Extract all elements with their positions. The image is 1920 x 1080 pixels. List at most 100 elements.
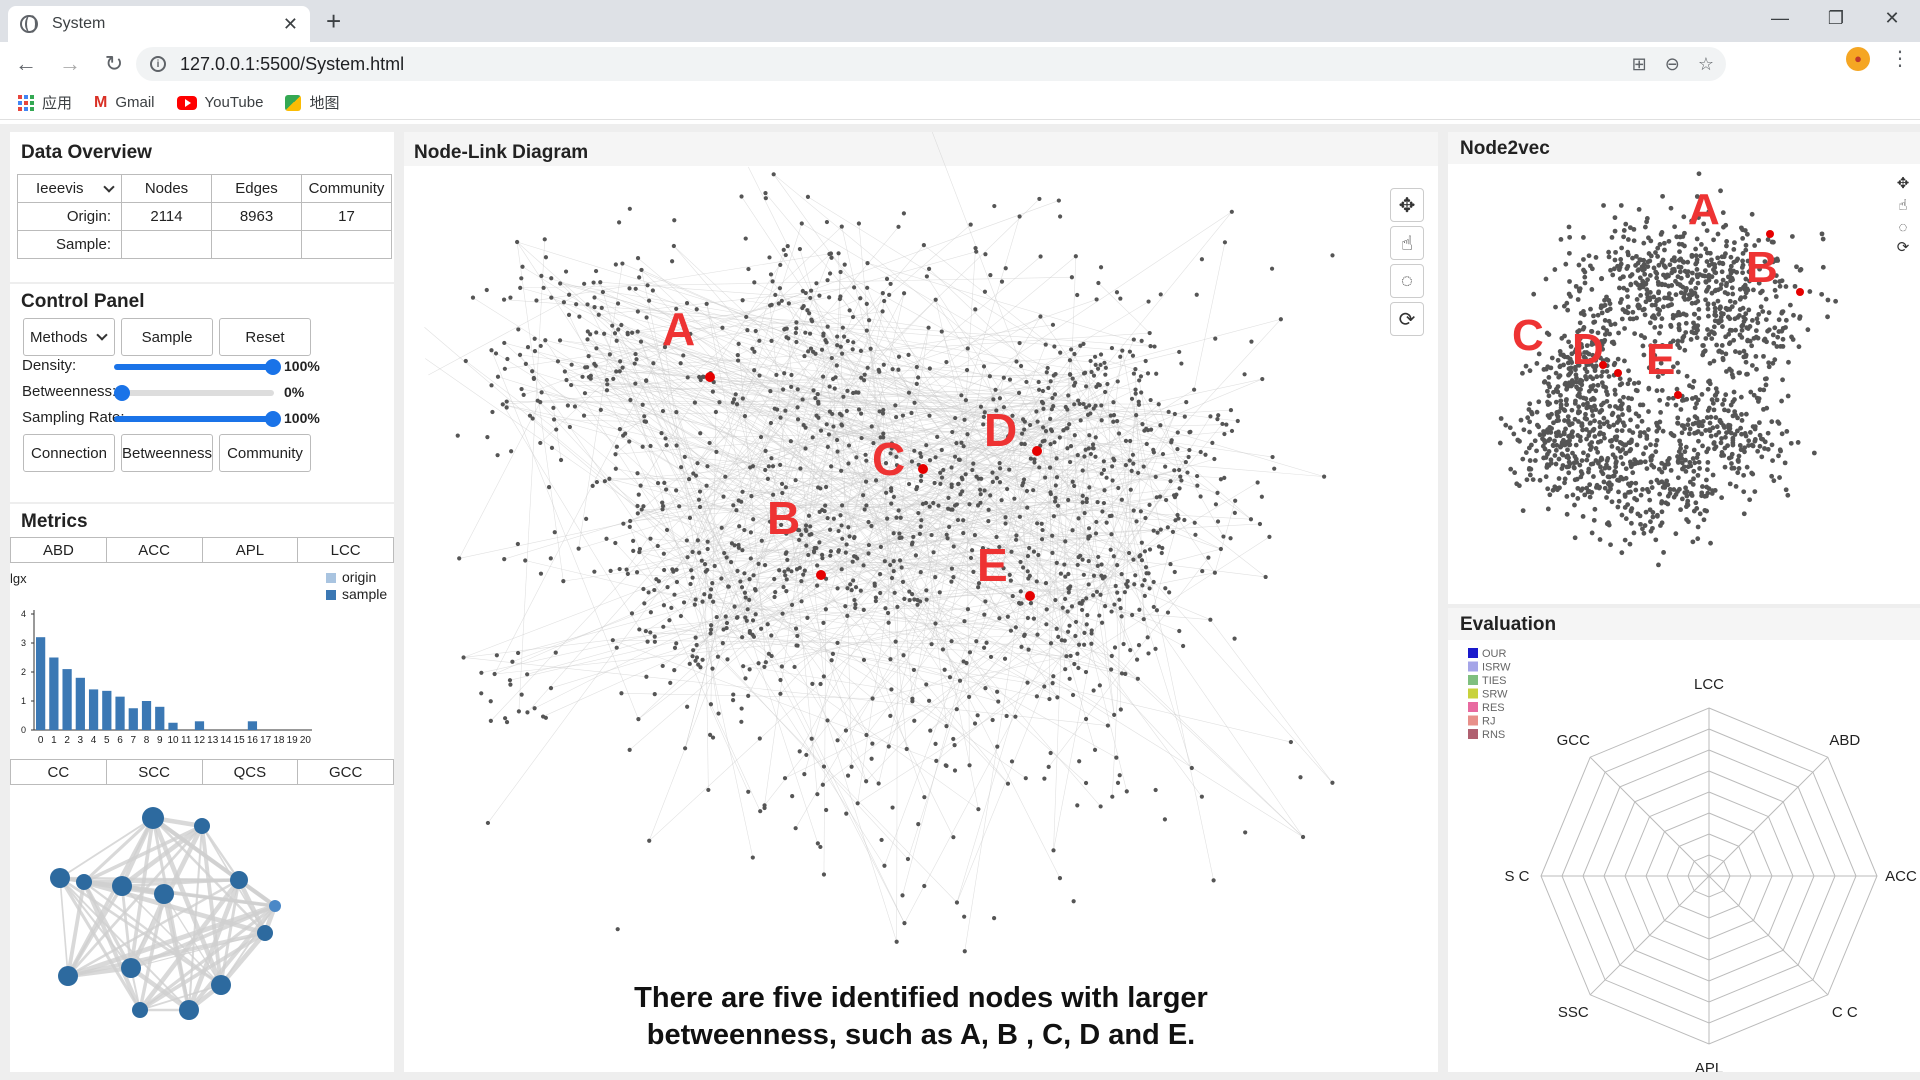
translate-icon[interactable]: ⊞ <box>1631 53 1647 74</box>
node2vec-header <box>1448 132 1920 164</box>
restore-icon[interactable]: ❐ <box>1827 7 1845 28</box>
reset-button[interactable]: Reset <box>219 318 311 356</box>
network-node <box>902 596 907 601</box>
tab-qcs[interactable]: QCS <box>203 760 299 784</box>
network-node <box>1142 578 1147 583</box>
network-link <box>861 437 1325 477</box>
network-node <box>914 486 919 492</box>
bookmark-youtube[interactable]: YouTube <box>176 94 263 111</box>
network-node <box>713 409 719 415</box>
network-node <box>865 261 870 266</box>
move-icon[interactable]: ✥ <box>1390 188 1424 222</box>
embedding-point <box>1559 466 1565 471</box>
forward-icon[interactable]: → <box>59 51 81 76</box>
connection-button[interactable]: Connection <box>23 434 115 472</box>
tab-cc[interactable]: CC <box>11 760 107 784</box>
embedding-point <box>1561 303 1567 309</box>
sampling-rate-slider-track[interactable] <box>114 416 274 422</box>
network-node <box>1051 373 1056 378</box>
network-node <box>863 479 869 484</box>
network-node <box>833 375 838 380</box>
embedding-point <box>1545 430 1551 435</box>
betweenness-slider-handle[interactable] <box>114 385 130 401</box>
network-node <box>610 638 615 643</box>
bookmark-maps[interactable]: 地图 <box>285 92 339 113</box>
tab-acc[interactable]: ACC <box>107 538 203 562</box>
lasso-icon[interactable]: ◌ <box>1390 264 1424 298</box>
node2vec-scatter[interactable]: ABC D E <box>1448 132 1920 604</box>
network-node <box>757 338 762 343</box>
embedding-point <box>1553 447 1559 453</box>
embedding-point <box>1558 398 1564 404</box>
network-node <box>495 374 501 379</box>
network-node <box>660 503 666 509</box>
profile-avatar[interactable]: ● <box>1846 46 1870 71</box>
community-button[interactable]: Community <box>219 434 311 472</box>
address-bar[interactable]: i 127.0.0.1:5500/System.html ⊞ ⊖ ☆ <box>136 47 1726 81</box>
network-node <box>858 296 863 301</box>
star-icon[interactable]: ☆ <box>1697 53 1714 74</box>
embedding-point <box>1580 326 1586 332</box>
network-node <box>1019 644 1024 649</box>
network-node <box>515 650 521 656</box>
embedding-point <box>1636 207 1642 212</box>
embedding-point <box>1780 325 1786 331</box>
embedding-point <box>1689 277 1695 283</box>
reload-icon[interactable]: ↻ <box>104 51 124 76</box>
embedding-point <box>1743 247 1749 253</box>
tab-abd[interactable]: ABD <box>11 538 107 562</box>
browser-tab[interactable]: System ✕ <box>8 6 310 42</box>
embedding-point <box>1589 440 1595 445</box>
close-window-icon[interactable]: ✕ <box>1884 7 1900 28</box>
tab-lcc[interactable]: LCC <box>330 541 361 559</box>
network-link <box>663 405 1102 554</box>
tab-apl[interactable]: APL <box>203 538 299 562</box>
sampling-rate-slider-handle[interactable] <box>265 411 281 427</box>
network-node <box>489 383 494 388</box>
network-node <box>747 597 752 602</box>
network-node <box>828 549 834 554</box>
minimize-icon[interactable]: — <box>1771 7 1789 28</box>
network-node <box>922 795 927 800</box>
network-node <box>995 689 1000 694</box>
network-node <box>1070 376 1075 381</box>
tab-scc[interactable]: SCC <box>107 760 203 784</box>
embedding-point <box>1628 520 1634 526</box>
embedding-point <box>1649 314 1655 320</box>
links-layer <box>424 132 1333 952</box>
network-node <box>961 659 966 664</box>
close-tab-icon[interactable]: ✕ <box>282 13 298 34</box>
density-slider-handle[interactable] <box>265 359 281 375</box>
refresh-icon[interactable]: ⟳ <box>1390 302 1424 336</box>
embedding-point <box>1638 430 1643 435</box>
tab-gcc[interactable]: GCC <box>328 763 363 781</box>
menu-icon[interactable]: ⋮ <box>1890 48 1910 70</box>
move-icon[interactable]: ✥ <box>1896 175 1910 192</box>
betweenness-button[interactable]: Betweenness <box>121 434 213 472</box>
dataset-select[interactable]: Ieeevis <box>17 174 122 203</box>
network-link <box>604 465 774 482</box>
y-tick-label: 2 <box>21 667 26 677</box>
bookmark-apps[interactable]: 应用 <box>18 92 72 113</box>
network-node <box>864 503 869 508</box>
lasso-icon[interactable]: ◌ <box>1898 218 1908 236</box>
betweenness-slider-track[interactable] <box>114 390 274 396</box>
refresh-icon[interactable]: ⟳ <box>1896 239 1910 256</box>
back-icon[interactable]: ← <box>15 51 37 76</box>
sample-button[interactable]: Sample <box>121 318 213 356</box>
info-icon[interactable]: i <box>150 56 166 72</box>
embedding-point <box>1584 427 1589 432</box>
network-link <box>1121 573 1304 838</box>
methods-select[interactable]: Methods <box>23 318 115 356</box>
network-link <box>843 336 1190 433</box>
network-node <box>1139 540 1144 545</box>
new-tab-button[interactable]: + <box>326 6 342 36</box>
embedding-point <box>1682 291 1687 297</box>
zoom-icon[interactable]: ⊖ <box>1664 53 1680 74</box>
density-slider-track[interactable] <box>114 364 274 370</box>
pointer-icon[interactable]: ☝ <box>1390 226 1424 260</box>
pointer-icon[interactable]: ☝ <box>1898 197 1908 214</box>
embedding-point <box>1705 327 1710 332</box>
bookmark-gmail[interactable]: M Gmail <box>94 94 155 112</box>
